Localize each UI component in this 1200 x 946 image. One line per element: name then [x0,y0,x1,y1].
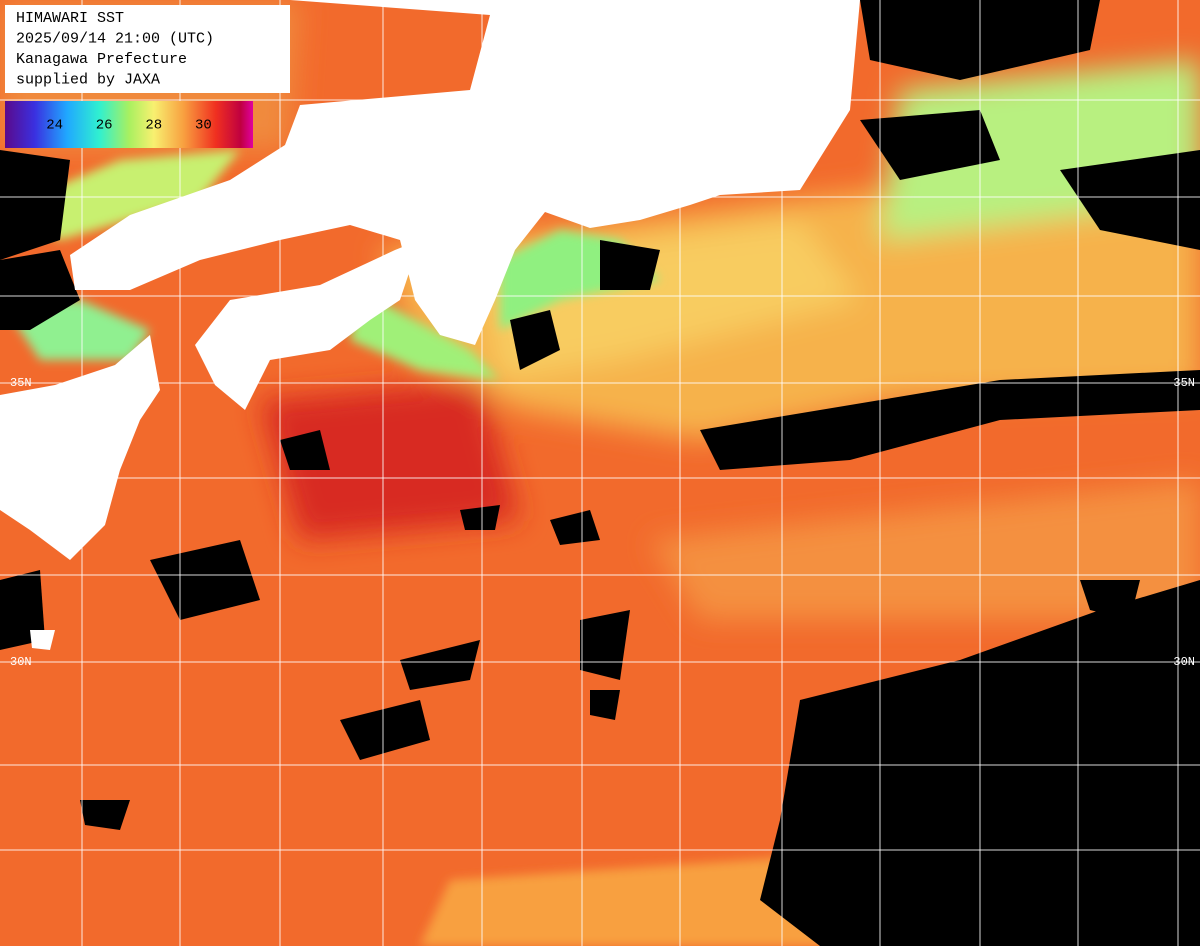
title-line: supplied by JAXA [16,71,160,88]
title-box [5,5,290,93]
lat-label: 35N [1173,376,1195,390]
title-line: 2025/09/14 21:00 (UTC) [16,30,214,47]
colorbar [5,101,253,148]
title-line: HIMAWARI SST [16,10,124,27]
lat-label: 30N [10,655,32,669]
colorbar-label: 26 [96,118,113,134]
title-line: Kanagawa Prefecture [16,51,187,68]
colorbar-label: 24 [46,118,63,134]
colorbar-label: 30 [195,118,212,134]
land [0,0,860,650]
colorbar-label: 28 [145,118,162,134]
lat-label: 30N [1173,655,1195,669]
lat-label: 35N [10,376,32,390]
